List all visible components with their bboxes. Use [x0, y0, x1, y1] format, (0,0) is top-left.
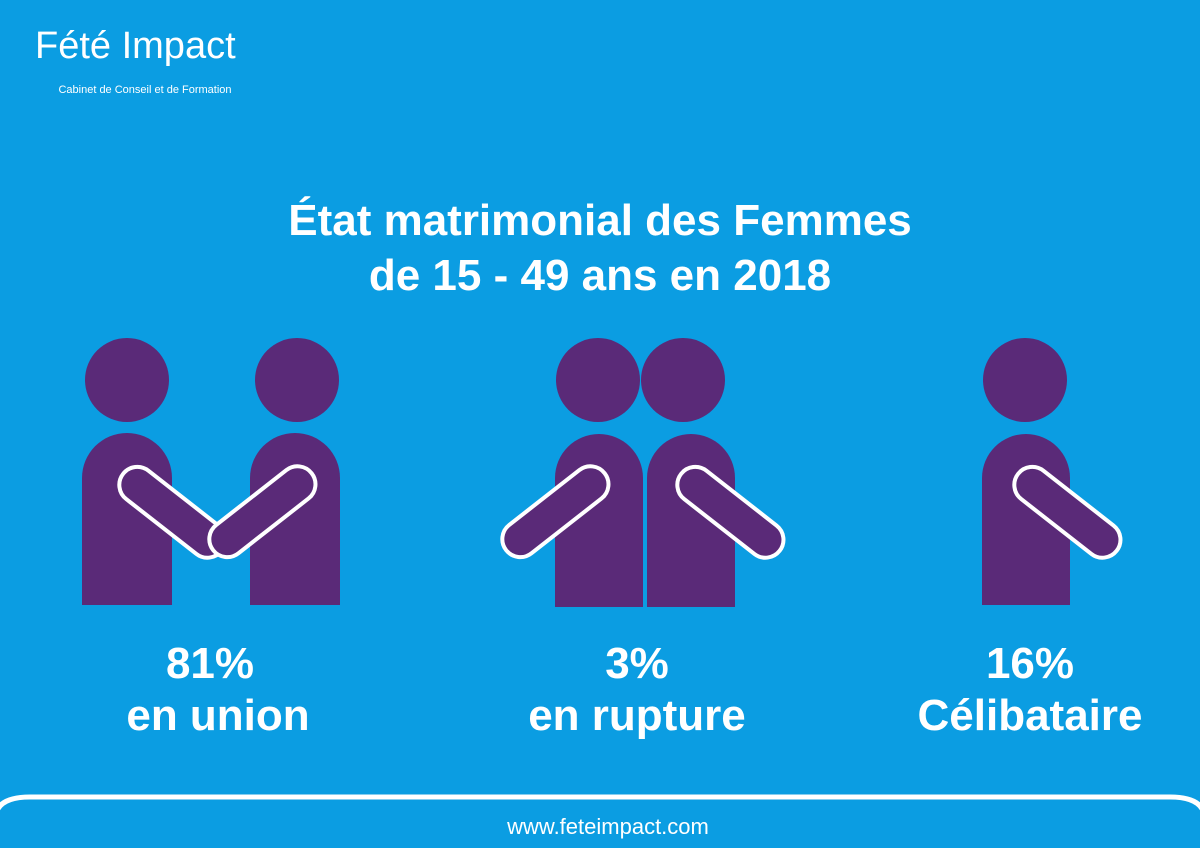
- footer-url: www.feteimpact.com: [506, 814, 709, 839]
- title-line: de 15 - 49 ans en 2018: [369, 251, 831, 300]
- item-value: 16%: [986, 639, 1074, 688]
- figure-rupture: [500, 338, 786, 607]
- item-value: 81%: [166, 639, 254, 688]
- item-label: en union: [126, 691, 309, 740]
- item-value: 3%: [605, 639, 669, 688]
- footer-arc: [0, 794, 1200, 811]
- item-label: en rupture: [528, 691, 746, 740]
- brand-tagline: Cabinet de Conseil et de Formation: [58, 84, 231, 96]
- brand-name: Fété Impact: [35, 25, 236, 67]
- figure-union: [82, 338, 340, 605]
- title-line: État matrimonial des Femmes: [288, 195, 912, 245]
- item-label: Célibataire: [918, 691, 1143, 740]
- figure-single: [982, 338, 1123, 605]
